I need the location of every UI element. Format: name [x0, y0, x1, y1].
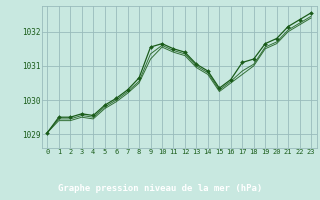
Text: Graphe pression niveau de la mer (hPa): Graphe pression niveau de la mer (hPa)	[58, 184, 262, 193]
